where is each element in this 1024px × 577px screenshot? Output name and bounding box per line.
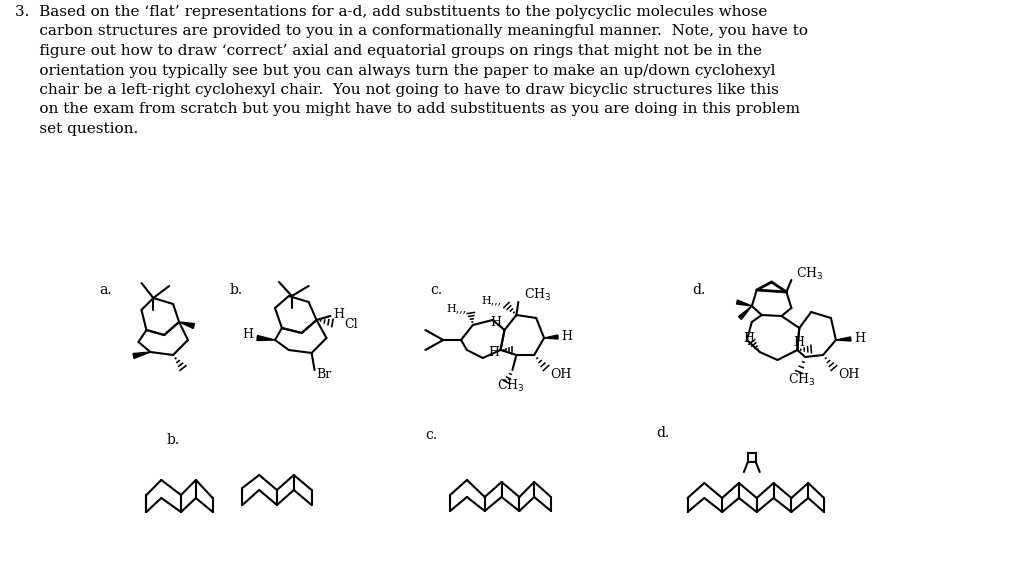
Text: 3.  Based on the ‘flat’ representations for a-d, add substituents to the polycyc: 3. Based on the ‘flat’ representations f… xyxy=(14,5,808,136)
Text: OH: OH xyxy=(838,368,859,380)
Text: Cl: Cl xyxy=(344,317,357,331)
Polygon shape xyxy=(544,335,558,339)
Text: H,,,: H,,, xyxy=(481,295,502,305)
Text: c.: c. xyxy=(425,428,437,442)
Text: H: H xyxy=(334,308,344,320)
Polygon shape xyxy=(257,335,275,340)
Text: c.: c. xyxy=(430,283,442,297)
Text: b.: b. xyxy=(166,433,179,447)
Text: a.: a. xyxy=(99,283,112,297)
Polygon shape xyxy=(738,306,752,320)
Text: H,,,: H,,, xyxy=(446,303,467,313)
Text: H: H xyxy=(793,335,804,349)
Text: H: H xyxy=(855,332,865,344)
Text: CH$_3$: CH$_3$ xyxy=(797,266,823,282)
Text: H: H xyxy=(561,329,571,343)
Polygon shape xyxy=(836,337,851,341)
Text: H: H xyxy=(490,316,502,328)
Text: OH: OH xyxy=(550,368,571,380)
Text: Br: Br xyxy=(316,368,332,380)
Text: d.: d. xyxy=(655,426,669,440)
Text: H̅: H̅ xyxy=(488,347,500,359)
Text: b.: b. xyxy=(229,283,243,297)
Text: CH$_3$: CH$_3$ xyxy=(524,287,552,303)
Text: H: H xyxy=(243,328,253,340)
Polygon shape xyxy=(736,300,752,306)
Text: CH$_3$: CH$_3$ xyxy=(787,372,815,388)
Text: CH$_3$: CH$_3$ xyxy=(497,378,524,394)
Polygon shape xyxy=(133,352,151,358)
Text: d.: d. xyxy=(692,283,706,297)
Polygon shape xyxy=(179,322,195,328)
Text: H̅: H̅ xyxy=(742,332,754,344)
